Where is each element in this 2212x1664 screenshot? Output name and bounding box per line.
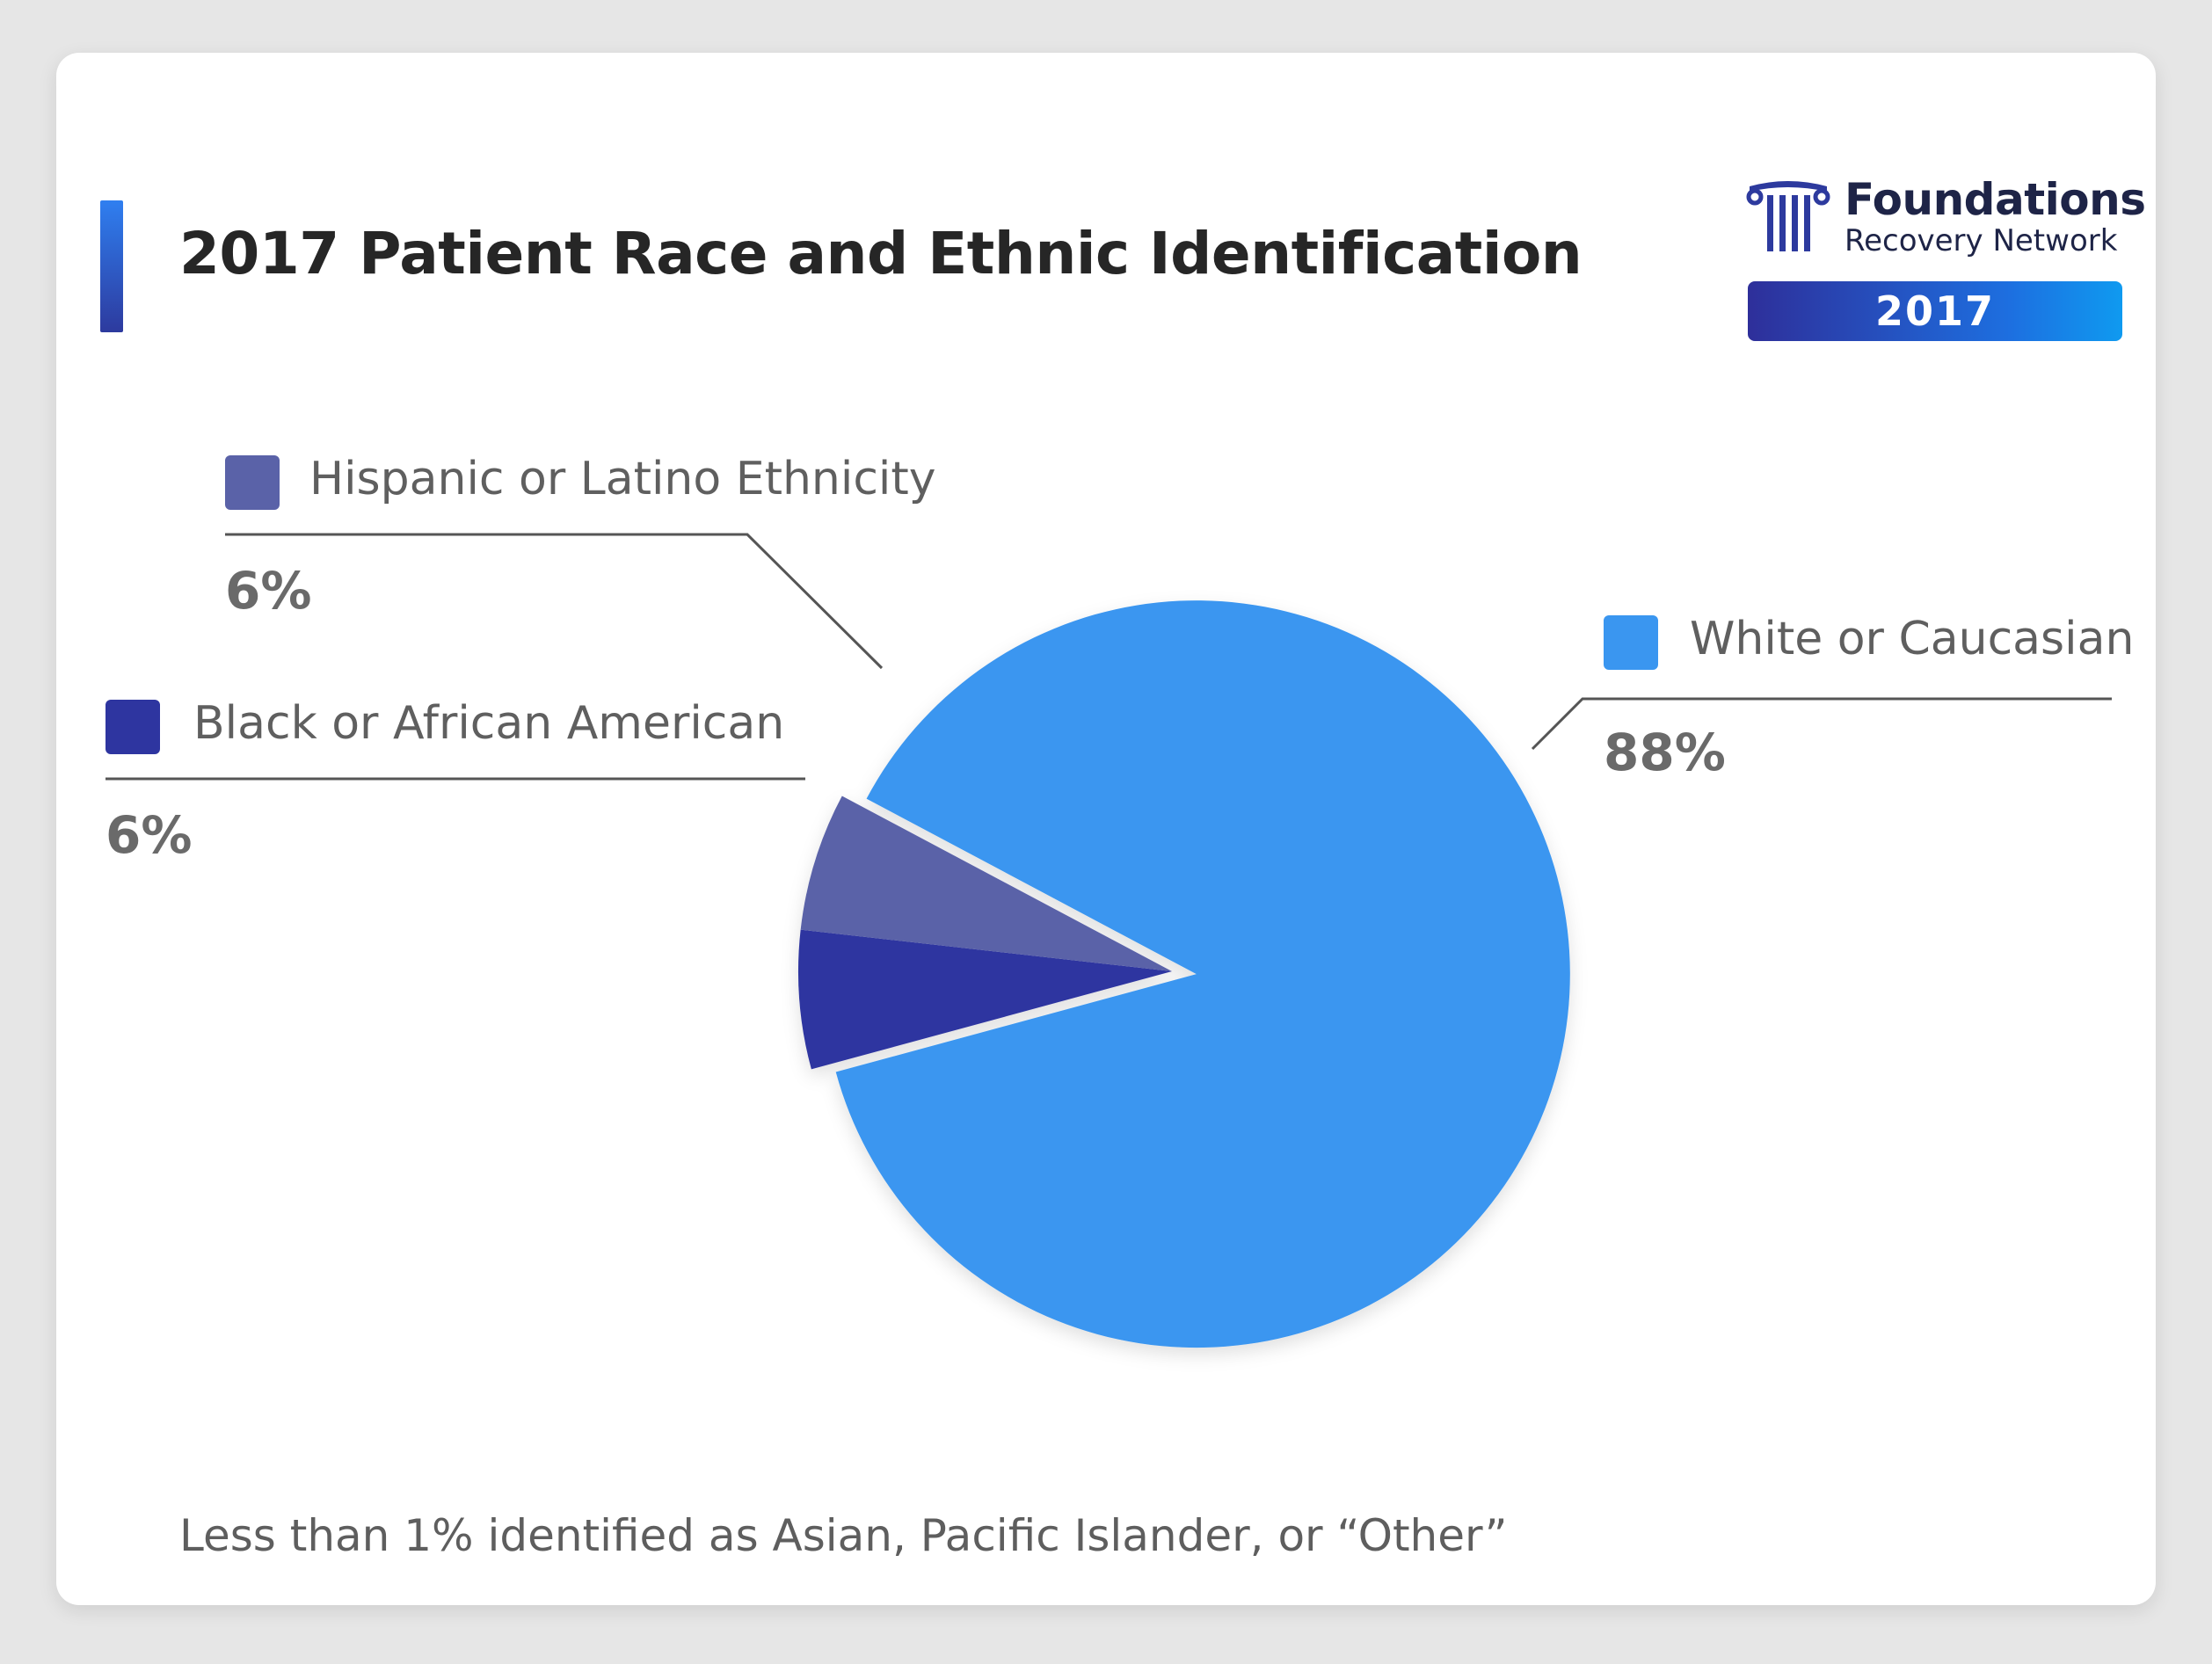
legend-value-white: 88% [1604, 723, 1726, 782]
legend-label-black: Black or African American [193, 697, 785, 750]
legend-label-white: White or Caucasian [1690, 613, 2135, 665]
legend-swatch-hispanic [225, 455, 280, 510]
legend-swatch-black [106, 700, 160, 754]
chart-card: 2017 Patient Race and Ethnic Identificat… [56, 53, 2156, 1605]
logo-name: Foundations [1845, 174, 2146, 225]
legend-label-hispanic: Hispanic or Latino Ethnicity [309, 453, 936, 505]
legend-value-hispanic: 6% [225, 561, 312, 621]
brand-logo: Foundations Recovery Network 2017 [1746, 174, 2146, 350]
footnote: Less than 1% identified as Asian, Pacifi… [179, 1510, 1508, 1561]
title-accent-bar [100, 200, 123, 332]
legend-swatch-white [1604, 615, 1658, 670]
year-badge: 2017 [1748, 281, 2122, 341]
chart-title: 2017 Patient Race and Ethnic Identificat… [179, 220, 1583, 287]
logo-subtitle: Recovery Network [1845, 223, 2118, 258]
pillar-icon [1746, 181, 1830, 251]
legend-value-black: 6% [106, 805, 193, 865]
